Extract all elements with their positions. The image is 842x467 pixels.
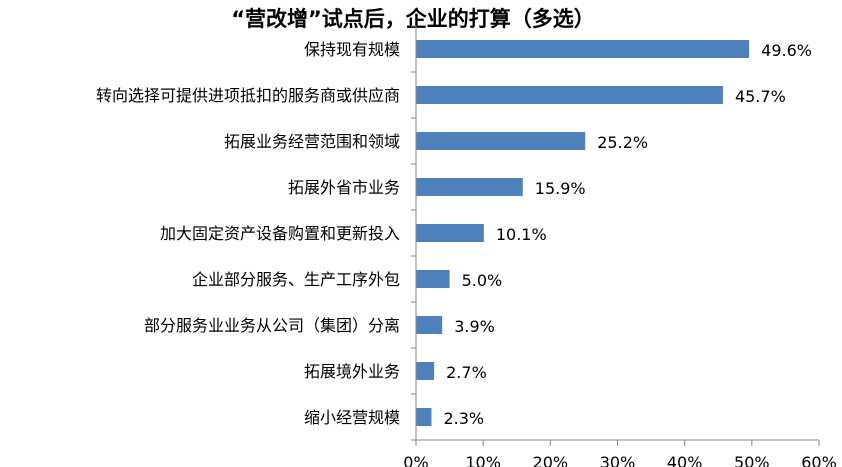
x-tick-label: 0% (403, 453, 428, 467)
bar (416, 178, 523, 196)
data-label: 45.7% (735, 87, 786, 106)
data-label: 25.2% (597, 133, 648, 152)
category-label: 转向选择可提供进项抵扣的服务商或供应商 (96, 86, 400, 105)
data-label: 2.7% (446, 363, 487, 382)
data-label: 15.9% (535, 179, 586, 198)
bar (416, 316, 443, 334)
category-label: 部分服务业业务从公司（集团）分离 (144, 316, 400, 335)
x-tick-label: 40% (667, 453, 703, 467)
bar (416, 408, 432, 426)
data-label: 5.0% (462, 271, 503, 290)
data-label: 2.3% (443, 409, 484, 428)
category-label: 企业部分服务、生产工序外包 (192, 270, 400, 289)
x-tick-label: 20% (533, 453, 569, 467)
x-tick-label: 60% (801, 453, 837, 467)
data-label: 10.1% (496, 225, 547, 244)
category-label: 拓展外省市业务 (288, 178, 400, 197)
bar (416, 132, 586, 150)
category-label: 加大固定资产设备购置和更新投入 (160, 224, 400, 243)
x-tick-label: 50% (734, 453, 770, 467)
bar (416, 224, 484, 242)
x-tick-label: 10% (465, 453, 501, 467)
axes-group: 保持现有规模 49.6% 转向选择可提供进项抵扣的服务商或供应商 45.7% 拓展业务经… (96, 25, 837, 467)
data-label: 49.6% (761, 41, 812, 60)
bar (416, 362, 435, 380)
bar (416, 40, 750, 58)
category-label: 缩小经营规模 (304, 408, 400, 427)
x-tick-label: 30% (600, 453, 636, 467)
category-label: 拓展业务经营范围和领域 (224, 132, 400, 151)
bars-group (416, 40, 750, 426)
category-label: 拓展境外业务 (304, 362, 400, 381)
category-label: 保持现有规模 (304, 40, 400, 59)
bar (416, 270, 450, 288)
bar (416, 86, 723, 104)
data-label: 3.9% (454, 317, 495, 336)
chart-title: “营改增”试点后，企业的打算（多选） (231, 7, 595, 31)
